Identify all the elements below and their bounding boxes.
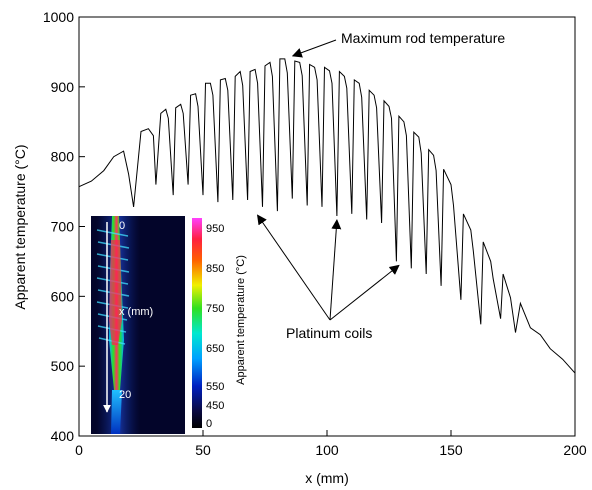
inset-axis-label: x (mm) (119, 306, 153, 318)
y-axis-title: Apparent temperature (°C) (12, 144, 28, 309)
y-tick-label: 800 (51, 149, 75, 165)
platinum-coil-arrow (329, 264, 400, 321)
colorbar-tick-450: 450 (206, 400, 224, 412)
x-tick-label: 100 (315, 442, 339, 458)
colorbar-tick-650: 650 (206, 343, 224, 355)
colorbar-tick-950: 950 (206, 223, 224, 235)
y-tick-label: 700 (51, 219, 75, 235)
x-tick-label: 200 (563, 442, 587, 458)
y-tick-label: 500 (51, 358, 75, 374)
inset-axis-tick-20: 20 (119, 389, 131, 401)
annotation-platinum-coils-label: Platinum coils (286, 325, 372, 341)
thermal-image-inset: 0 x (mm) 20 (91, 216, 185, 434)
annotation-platinum-coils: Platinum coils (256, 214, 400, 341)
annotation-platinum-coils-arrows (256, 214, 400, 321)
colorbar-tick-850: 850 (206, 263, 224, 275)
inset-axis-tick-0: 0 (119, 220, 125, 232)
y-tick-label: 400 (51, 428, 75, 444)
colorbar: 950 850 750 650 550 450 0 Apparent tempe… (192, 218, 247, 430)
platinum-coil-arrow (329, 219, 342, 321)
y-axis: 400 500 600 700 800 900 1000 (43, 9, 85, 444)
annotation-max-temp-arrow (291, 39, 337, 58)
platinum-coil-arrow (256, 214, 331, 321)
x-axis-title: x (mm) (305, 470, 349, 486)
thermal-image-hotspot (109, 240, 122, 345)
temperature-series-line (78, 58, 576, 374)
y-tick-label: 1000 (43, 9, 74, 25)
colorbar-gradient (192, 218, 202, 428)
annotation-max-temp-label: Maximum rod temperature (341, 30, 505, 46)
x-tick-label: 0 (75, 442, 83, 458)
colorbar-title: Apparent temperature (°C) (235, 255, 247, 385)
x-tick-label: 150 (439, 442, 463, 458)
y-tick-label: 600 (51, 288, 75, 304)
annotation-max-temp: Maximum rod temperature (291, 30, 505, 58)
colorbar-tick-750: 750 (206, 303, 224, 315)
thermal-image-rod-tail (111, 390, 122, 434)
y-tick-label: 900 (51, 79, 75, 95)
colorbar-tick-0: 0 (206, 418, 212, 430)
x-axis: 0 50 100 150 200 (75, 430, 587, 458)
x-tick-label: 50 (195, 442, 211, 458)
colorbar-tick-550: 550 (206, 381, 224, 393)
